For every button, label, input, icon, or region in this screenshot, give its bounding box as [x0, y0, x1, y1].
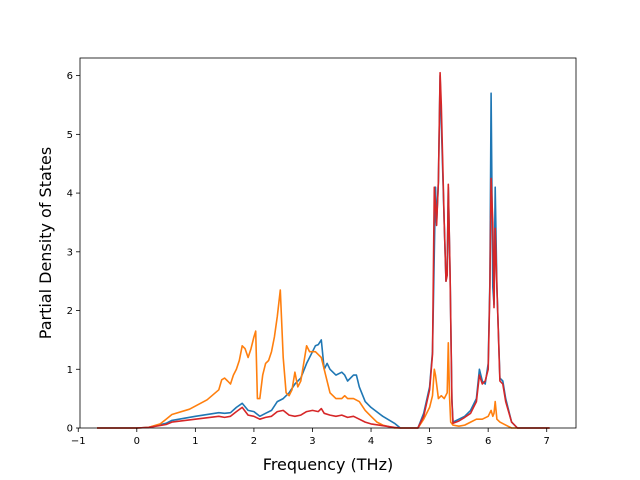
x-tick-label: 3: [309, 436, 315, 447]
x-tick-label: 0: [134, 436, 140, 447]
series-line-1: [97, 74, 550, 429]
series-layer: [97, 71, 550, 429]
series-line-2: [97, 289, 550, 429]
x-tick-label: 7: [544, 436, 550, 447]
y-tick-label: 1: [67, 365, 73, 376]
y-tick-label: 5: [67, 130, 73, 141]
series-line-3: [97, 71, 550, 429]
y-tick-label: 4: [67, 189, 73, 200]
y-tick-label: 0: [67, 424, 73, 435]
y-tick-label: 2: [67, 306, 73, 317]
y-tick-label: 3: [67, 247, 73, 258]
x-tick-label: 6: [485, 436, 491, 447]
x-tick-label: 5: [426, 436, 432, 447]
y-tick-label: 6: [67, 71, 73, 82]
x-tick-label: 1: [192, 436, 198, 447]
x-tick-label: −1: [71, 436, 86, 447]
y-axis-label: Partial Density of States: [36, 147, 55, 339]
x-tick-label: 4: [368, 436, 374, 447]
plot-area-frame: [79, 57, 577, 429]
x-tick-label: 2: [251, 436, 257, 447]
x-axis-label: Frequency (THz): [263, 455, 393, 474]
